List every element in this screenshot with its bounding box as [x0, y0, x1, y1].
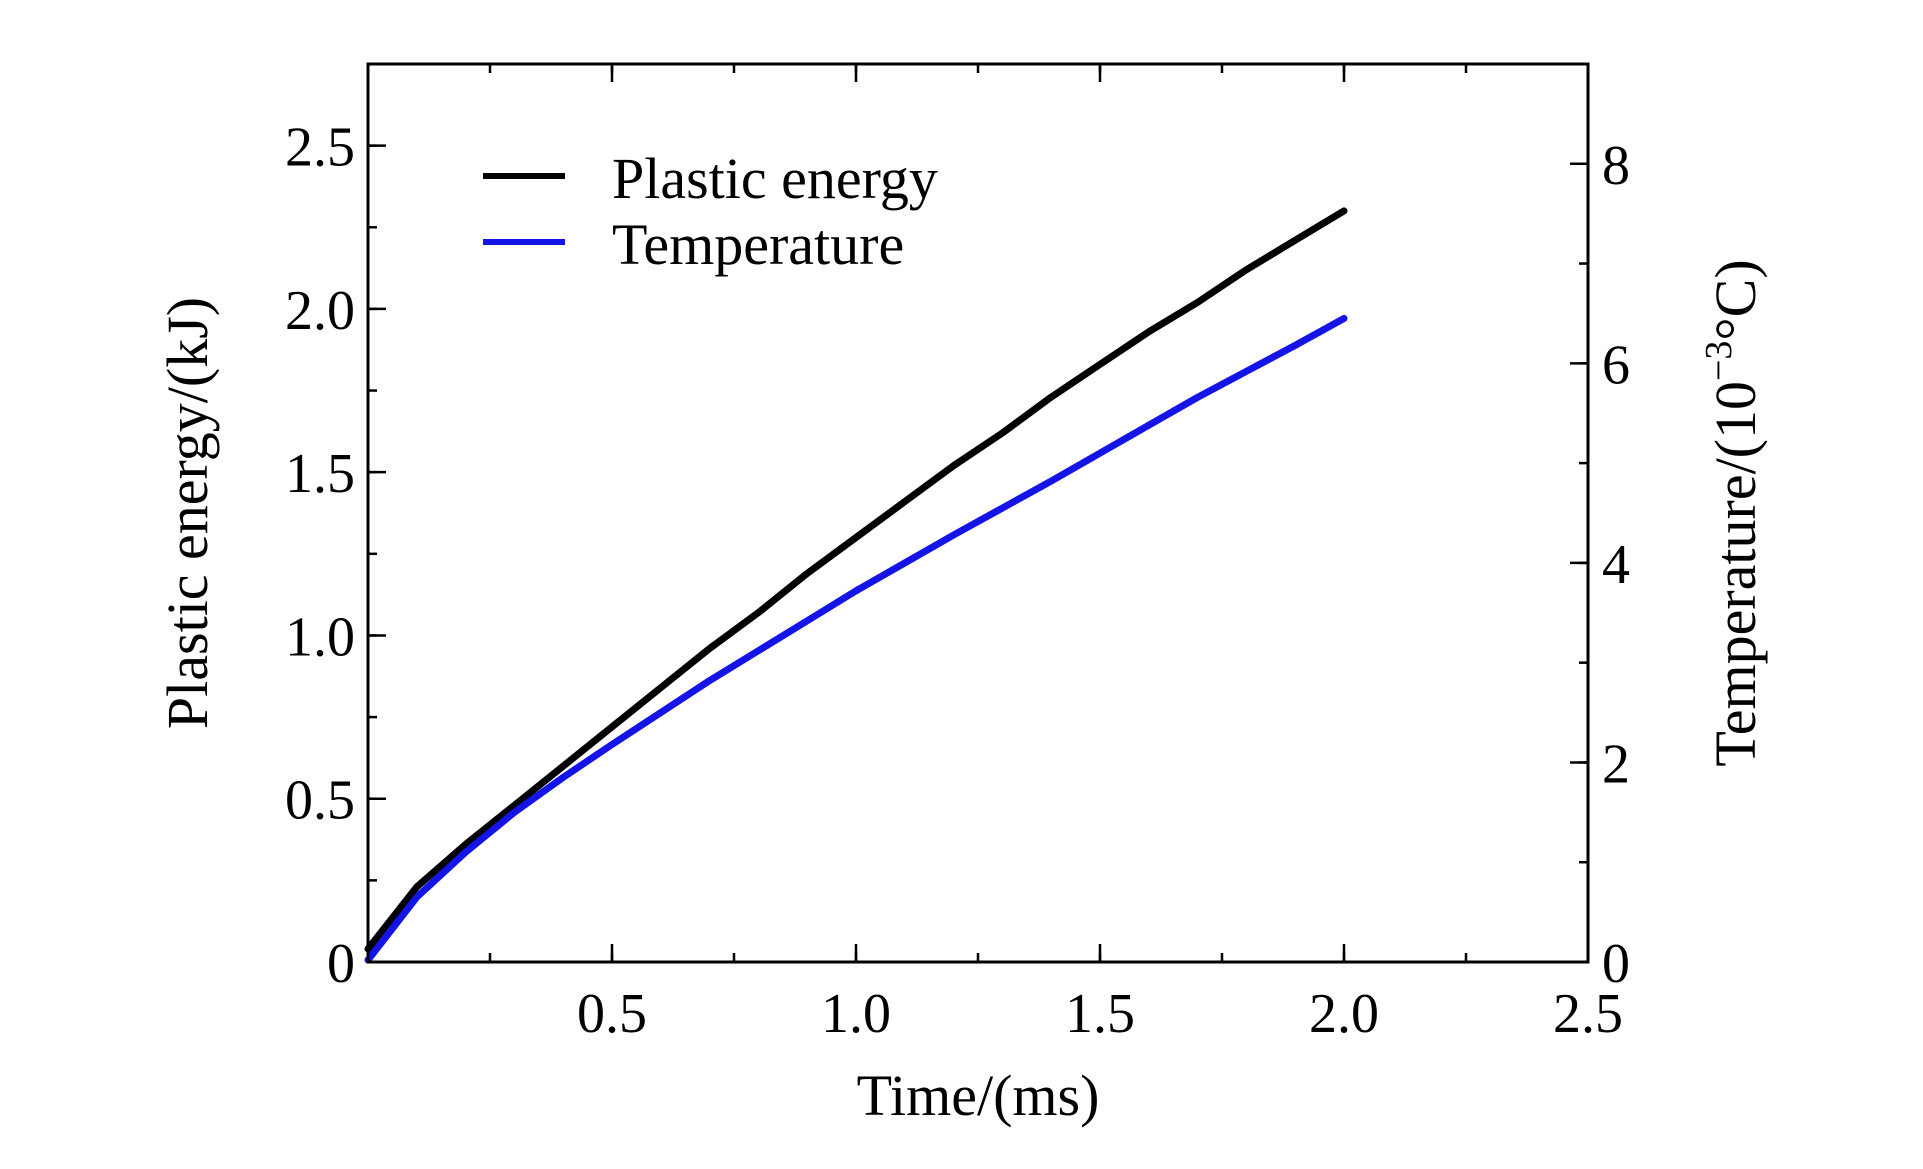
series-layer [364, 207, 1348, 964]
y2-tick-label-2: 2 [1602, 733, 1630, 795]
y2-tick-label-6: 6 [1602, 334, 1630, 396]
y2-tick-label-0: 0 [1602, 933, 1630, 995]
legend-label-plastic-energy: Plastic energy [612, 146, 938, 211]
legend-label-temperature: Temperature [612, 212, 904, 277]
series-line-plastic-energy [364, 207, 1348, 953]
x-axis-title: Time/(ms) [857, 1063, 1100, 1128]
plot-frame [366, 62, 1590, 964]
series-line-temperature [364, 314, 1348, 964]
x-tick-label-1-5: 1.5 [1065, 983, 1135, 1045]
y-tick-label-2-5: 2.5 [285, 117, 355, 179]
y2-tick-label-4: 4 [1602, 534, 1630, 596]
y2-axis-title-unit: °C) [1703, 259, 1768, 340]
y-tick-label-0: 0 [327, 933, 355, 995]
y2-tick-label-8: 8 [1602, 135, 1630, 197]
x-tick-label-2-0: 2.0 [1309, 983, 1379, 1045]
chart-legend: Plastic energy Temperature [483, 146, 938, 277]
x-tick-label-1-0: 1.0 [821, 983, 891, 1045]
y2-axis-title-base: Temperature/(10 [1703, 381, 1768, 767]
x-tick-label-2-5: 2.5 [1553, 983, 1623, 1045]
y-tick-label-0-5: 0.5 [285, 770, 355, 832]
y-axis-title: Plastic energy/(kJ) [155, 297, 220, 729]
y2-axis-title-exponent: −3 [1698, 341, 1740, 381]
y-tick-label-2-0: 2.0 [285, 280, 355, 342]
x-tick-label-0-5: 0.5 [577, 983, 647, 1045]
y-tick-label-1-0: 1.0 [285, 606, 355, 668]
y-tick-label-1-5: 1.5 [285, 443, 355, 505]
y2-axis-title: Temperature/(10−3°C) [1698, 259, 1768, 766]
